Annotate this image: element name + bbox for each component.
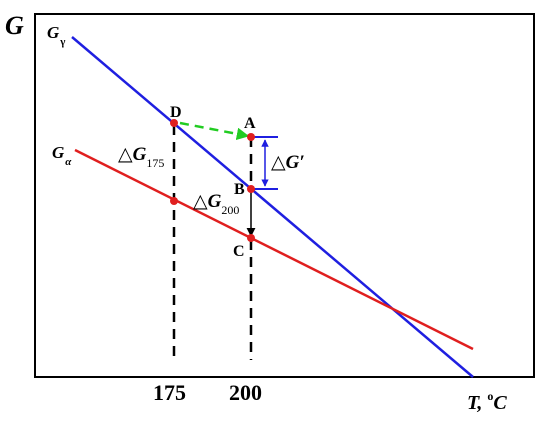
delta-g-175-label: △G175 (118, 144, 164, 170)
point-c (247, 234, 255, 242)
x-axis-label: T, oC (467, 389, 507, 414)
delta-g-200-label: △G200 (193, 191, 239, 217)
g-gamma-label: Gγ (47, 23, 65, 48)
arrow-d-to-a (179, 121, 250, 141)
label-b: B (234, 181, 245, 198)
point-d (170, 119, 178, 127)
label-d: D (170, 104, 182, 121)
g-gamma-line (71, 36, 474, 378)
point-b (247, 185, 255, 193)
delta-g-prime-label: △G′ (271, 152, 305, 173)
y-axis-label: G (5, 11, 24, 40)
label-a: A (244, 115, 256, 132)
tick-175: 175 (153, 380, 186, 405)
g-alpha-line (74, 148, 474, 351)
point-a (247, 133, 255, 141)
label-c: C (233, 243, 245, 260)
point-alpha-175 (170, 197, 178, 205)
tick-200: 200 (229, 380, 262, 405)
g-alpha-label: Gα (52, 143, 72, 168)
plot-frame (34, 13, 535, 378)
